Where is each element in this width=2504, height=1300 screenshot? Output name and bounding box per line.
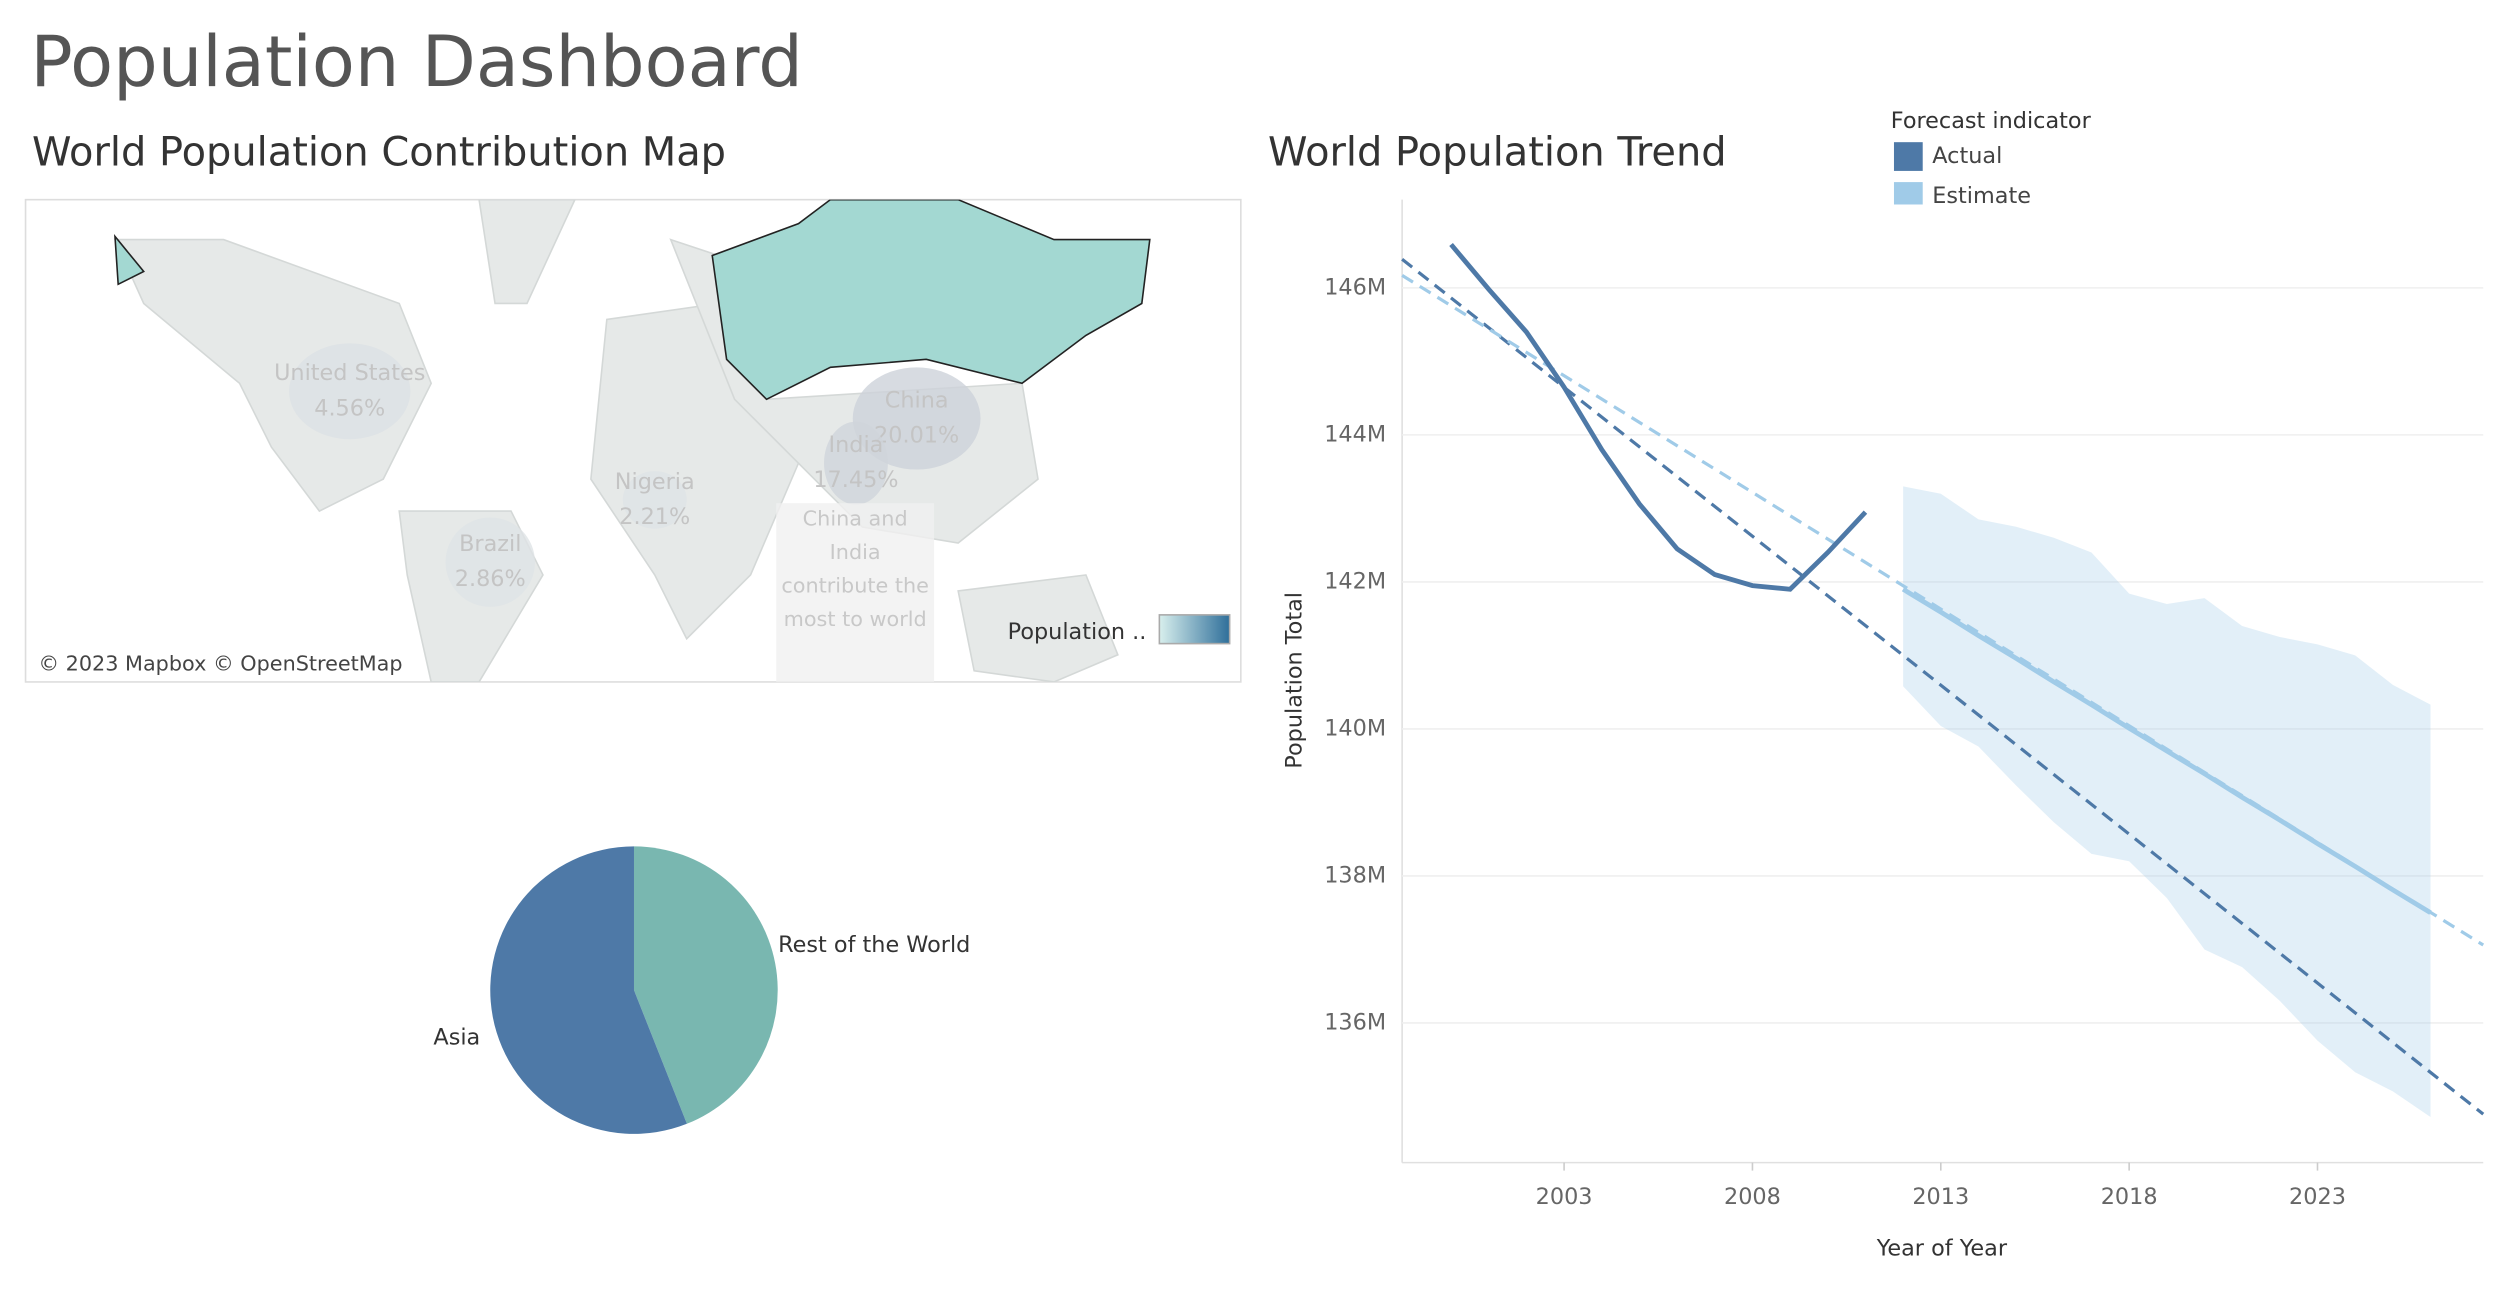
y-tick-label: 142M	[1324, 568, 1386, 594]
country-region	[289, 343, 411, 440]
x-tick-label: 2003	[1536, 1184, 1593, 1210]
country-region	[852, 367, 981, 470]
country-value: 20.01%	[874, 423, 959, 449]
pie-label: Asia	[433, 1025, 480, 1051]
x-tick-label: 2018	[2101, 1184, 2158, 1210]
country-region	[622, 471, 687, 529]
pie-layer: Rest of the World Asia	[433, 846, 970, 1134]
annotation-box: China and India contribute the most to w…	[776, 503, 935, 682]
pie-slice	[633, 846, 778, 1124]
country-region	[445, 517, 535, 607]
highlighted-country	[711, 199, 1151, 401]
country-label: Nigeria	[615, 469, 695, 495]
map-annotation: China and India contribute the most to w…	[776, 503, 935, 682]
legend-label: Actual	[1932, 143, 2002, 169]
y-tick-label: 140M	[1324, 715, 1386, 741]
legend-label: Estimate	[1932, 183, 2031, 209]
country-label: India	[829, 432, 884, 458]
map-base	[113, 199, 1151, 682]
x-tick-label: 2023	[2289, 1184, 2346, 1210]
legend: Forecast indicator Actual Estimate	[1891, 108, 2092, 209]
country-label: United States	[274, 360, 425, 386]
y-tick-label: 138M	[1324, 862, 1386, 888]
series-line	[1449, 242, 1868, 592]
forecast-band	[1903, 486, 2431, 1118]
dashboard-title: Population Dashboard	[30, 21, 803, 103]
x-tick-label: 2008	[1724, 1184, 1781, 1210]
y-tick-label: 146M	[1324, 274, 1386, 300]
country-value: 17.45%	[813, 467, 898, 493]
country-value: 2.86%	[455, 566, 526, 592]
country-region	[824, 421, 888, 505]
country-label: China	[885, 387, 949, 413]
legend-swatch	[1893, 142, 1923, 171]
map-title: World Population Contribution Map	[32, 129, 726, 175]
line-layer: 136M 138M 140M 142M 144M 146M 2003 2008 2013 2018…	[1282, 108, 2485, 1261]
trend-line	[1401, 257, 2485, 1116]
series-line	[1901, 587, 2432, 915]
y-tick-label: 144M	[1324, 421, 1386, 447]
trend-title: World Population Trend	[1268, 129, 1727, 175]
map-attribution: © 2023 Mapbox © OpenStreetMap	[38, 651, 402, 675]
map-layer: United States 4.56% China 20.01%India 17.45%…	[274, 343, 981, 682]
pie-slice	[490, 846, 687, 1134]
country-value: 4.56%	[314, 395, 385, 421]
legend-title: Forecast indicator	[1891, 108, 2092, 134]
y-tick-label: 136M	[1324, 1009, 1386, 1035]
map-legend-title: Population ..	[1008, 619, 1147, 645]
legend-swatch	[1893, 182, 1923, 205]
map-legend-gradient	[1158, 614, 1231, 645]
land	[957, 574, 1119, 682]
x-axis-label: Year of Year	[1876, 1235, 2008, 1261]
land	[478, 199, 576, 305]
pie-label: Rest of the World	[778, 932, 970, 958]
country-value: 2.21%	[619, 504, 690, 530]
x-tick-label: 2013	[1912, 1184, 1969, 1210]
highlighted-country	[114, 233, 145, 286]
country-label: Brazil	[459, 531, 521, 557]
land	[113, 238, 433, 513]
y-axis-label: Population Total	[1282, 592, 1308, 769]
